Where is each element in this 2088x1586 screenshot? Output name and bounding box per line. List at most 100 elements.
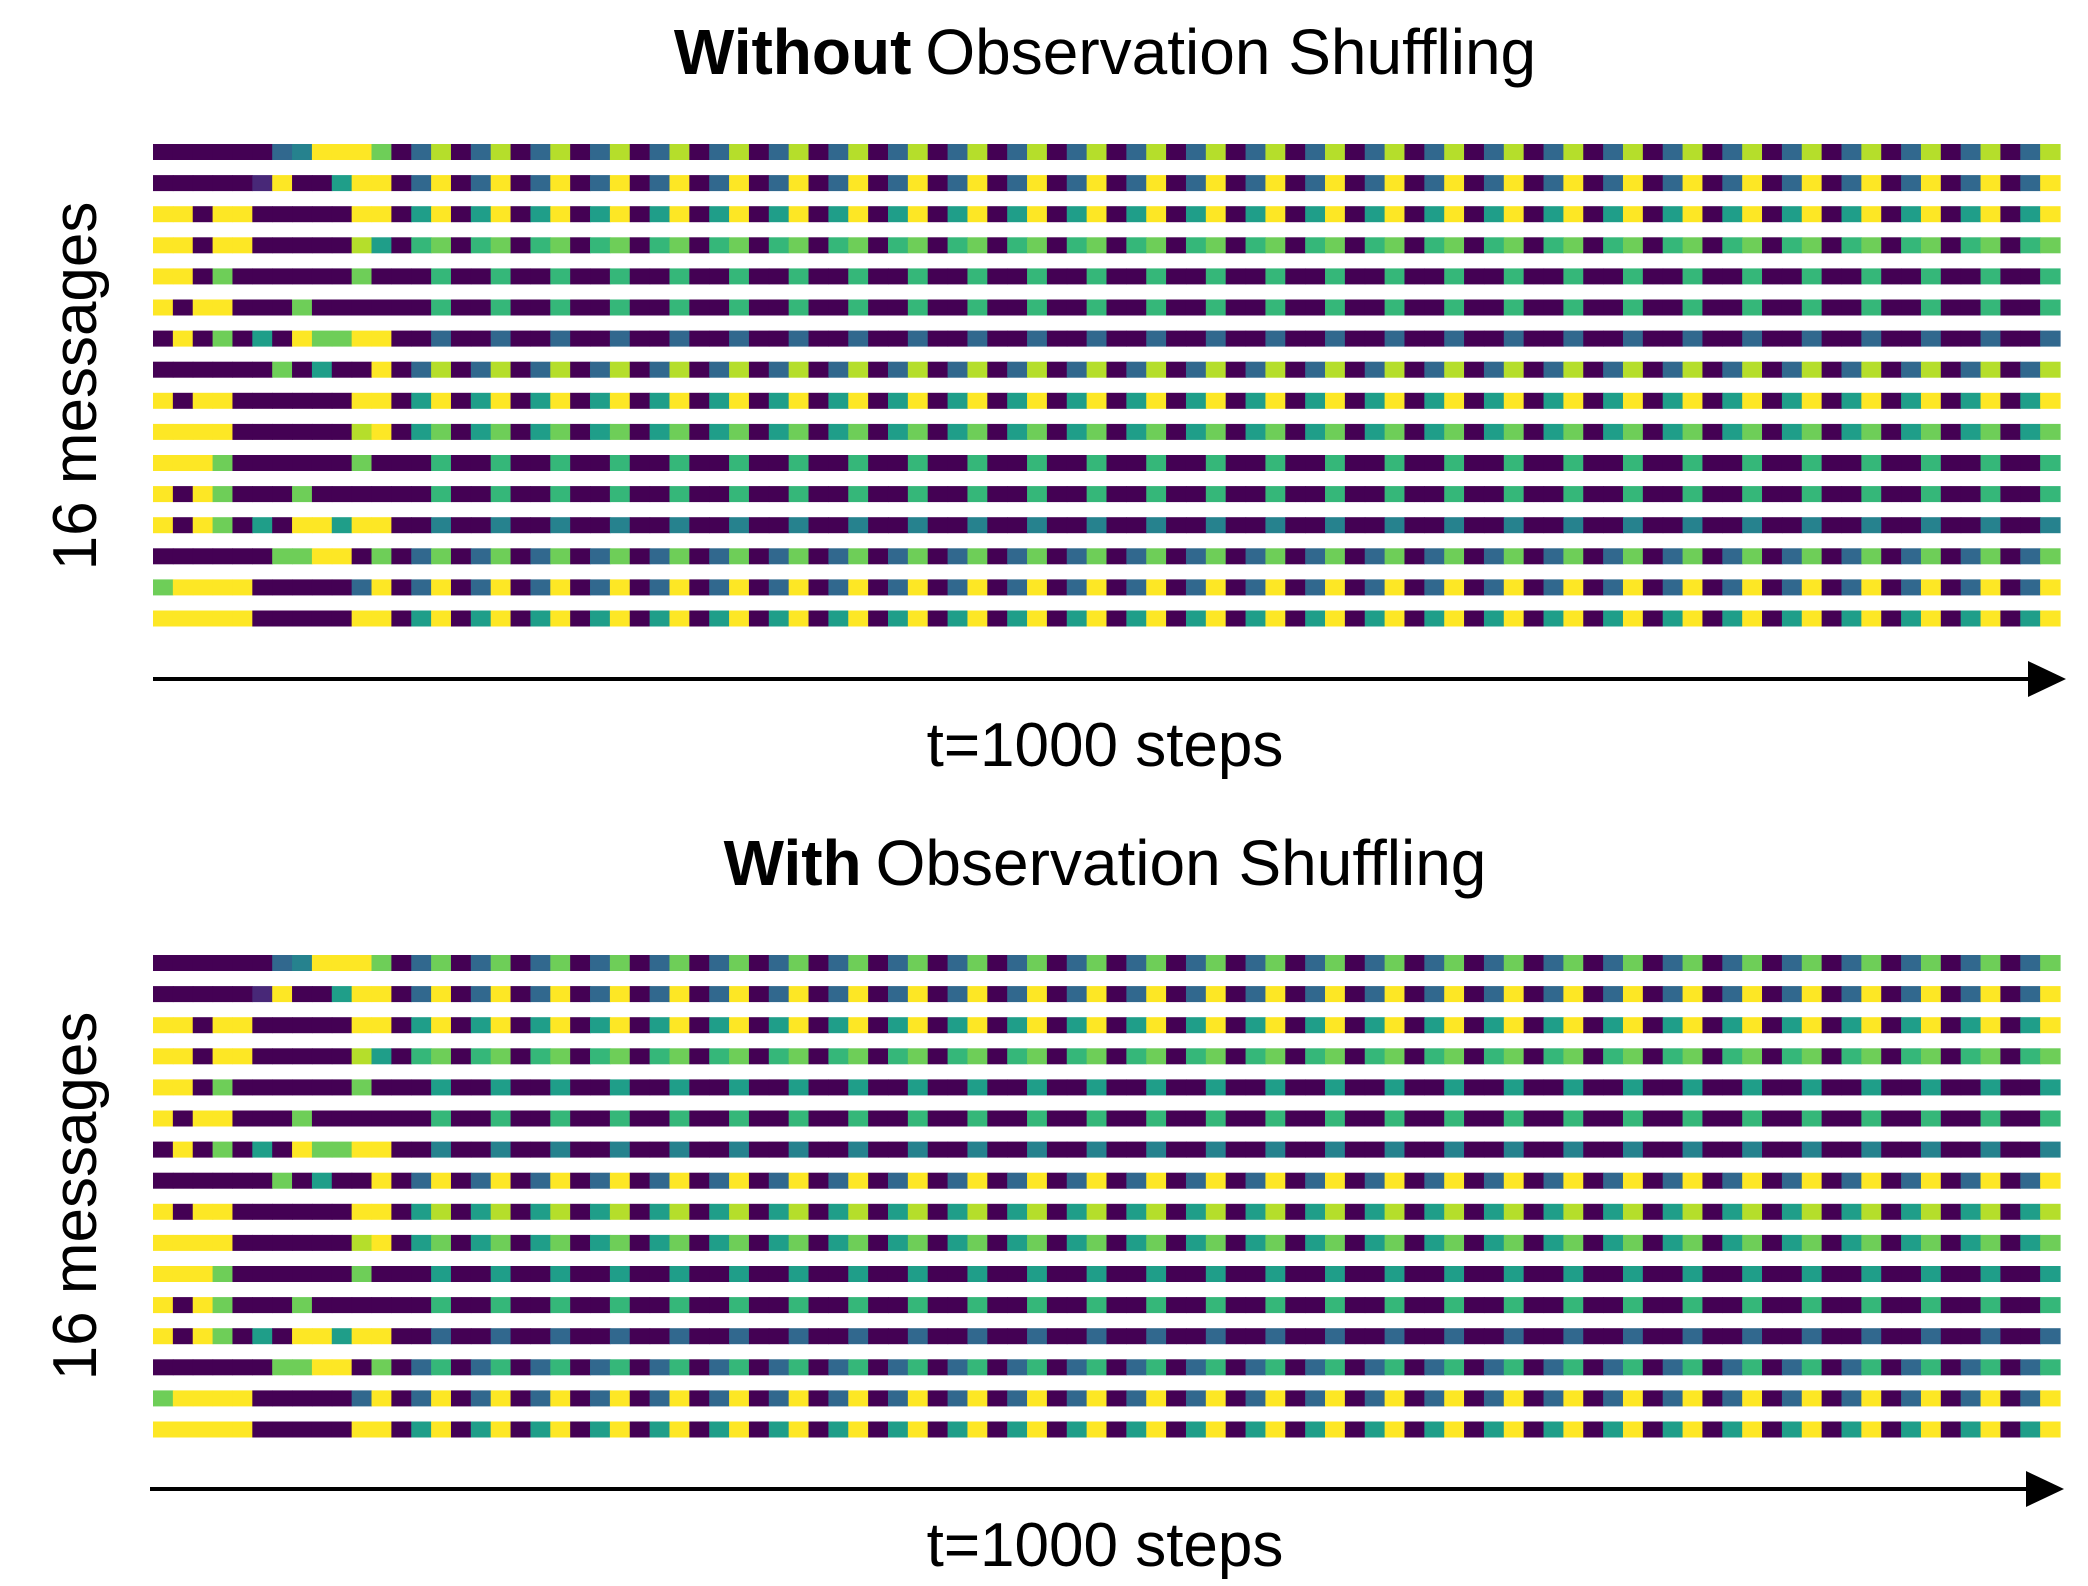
heatmap-cell [2040,986,2061,1003]
heatmap-cell [987,955,1008,971]
heatmap-cell [1106,423,1127,440]
heatmap-cell [987,1172,1008,1189]
heatmap-cell [450,955,472,971]
heatmap-cell [1702,986,1723,1003]
heatmap-cell [590,1328,611,1345]
heatmap-cell [1940,1017,1962,1034]
heatmap-cell [1166,144,1187,160]
heatmap-cell [351,548,373,565]
heatmap-cell [371,268,392,285]
heatmap-cell [530,1017,551,1034]
heatmap-cell [192,1421,214,1438]
heatmap-cell [1980,1297,2001,1314]
heatmap-cell [1185,206,1207,223]
heatmap-cell [669,175,690,192]
heatmap-cell [808,955,829,971]
heatmap-cell [788,423,810,440]
heatmap-cell [1166,392,1187,409]
heatmap-cell [272,1359,293,1376]
heatmap-cell [709,1110,730,1127]
heatmap-cell [1702,1110,1723,1127]
heatmap-cell [1245,579,1267,596]
heatmap-cell [2040,1203,2061,1220]
heatmap-cell [1126,1203,1147,1220]
heatmap-cell [172,1297,194,1314]
heatmap-cell [868,1203,889,1220]
heatmap-cell [729,1048,750,1065]
heatmap-cell [1583,175,1604,192]
heatmap-cell [1285,423,1306,440]
heatmap-cell [629,1017,651,1034]
heatmap-cell [2000,1359,2021,1376]
heatmap-cell [1722,237,1743,254]
heatmap-cell [1980,268,2001,285]
heatmap-cell [1185,423,1207,440]
heatmap-cell [1841,268,1862,285]
heatmap-cell [848,361,869,378]
heatmap-cell [927,268,949,285]
heatmap-cell [1404,610,1425,627]
heatmap-cell [1007,361,1028,378]
heatmap-cell [172,955,194,971]
heatmap-cell [1940,1048,1962,1065]
heatmap-cell [729,392,750,409]
heatmap-cell [1265,330,1286,347]
heatmap-cell [212,1390,234,1407]
heatmap-cell [1881,610,1902,627]
heatmap-cell [153,1048,174,1065]
heatmap-cell [1285,486,1306,503]
heatmap-cell [729,1266,750,1282]
heatmap-cell [351,1421,373,1438]
heatmap-cell [709,361,730,378]
heatmap-cell [768,392,790,409]
heatmap-cell [232,1390,253,1407]
heatmap-cell [729,579,750,596]
heatmap-cell [1305,423,1326,440]
heatmap-cell [431,1141,452,1158]
heatmap-cell [1603,455,1624,471]
heatmap-cell [709,1203,730,1220]
heatmap-cell [1404,1141,1425,1158]
heatmap-cell [1801,1359,1823,1376]
heatmap-cell [907,1234,929,1251]
heatmap-cell [927,1172,949,1189]
heatmap-cell [1702,1297,1723,1314]
heatmap-cell [1543,392,1564,409]
heatmap-cell [1086,1079,1108,1096]
heatmap-cell [1881,361,1902,378]
heatmap-cell [1841,237,1862,254]
heatmap-cell [1881,1110,1902,1127]
heatmap-cell [1722,299,1743,316]
heatmap-cell [887,455,909,471]
heatmap-cell [1464,1079,1485,1096]
heatmap-cell [768,548,790,565]
heatmap-cell [1583,268,1604,285]
heatmap-cell [411,423,432,440]
heatmap-cell [590,330,611,347]
heatmap-cell [1841,1017,1862,1034]
heatmap-cell [311,579,333,596]
heatmap-cell [1622,1328,1644,1345]
heatmap-cell [689,1203,710,1220]
heatmap-cell [570,1359,591,1376]
heatmap-cell [450,330,472,347]
heatmap-cell [1325,1172,1346,1189]
heatmap-cell [1444,237,1465,254]
heatmap-cell [1583,1048,1604,1065]
heatmap-cell [868,392,889,409]
heatmap-cell [1563,299,1584,316]
heatmap-cell [490,330,512,347]
heatmap-cell [1007,1234,1028,1251]
heatmap-cell [1742,517,1763,534]
heatmap-cell [768,1048,790,1065]
heatmap-cell [1305,392,1326,409]
heatmap-cell [470,1048,492,1065]
heatmap-cell [1007,268,1028,285]
heatmap-cell [2020,1297,2041,1314]
heatmap-cell [1781,610,1803,627]
heatmap-cell [1046,486,1068,503]
heatmap-cell [391,330,412,347]
heatmap-cell [967,206,988,223]
heatmap-cell [868,361,889,378]
heatmap-cell [470,268,492,285]
